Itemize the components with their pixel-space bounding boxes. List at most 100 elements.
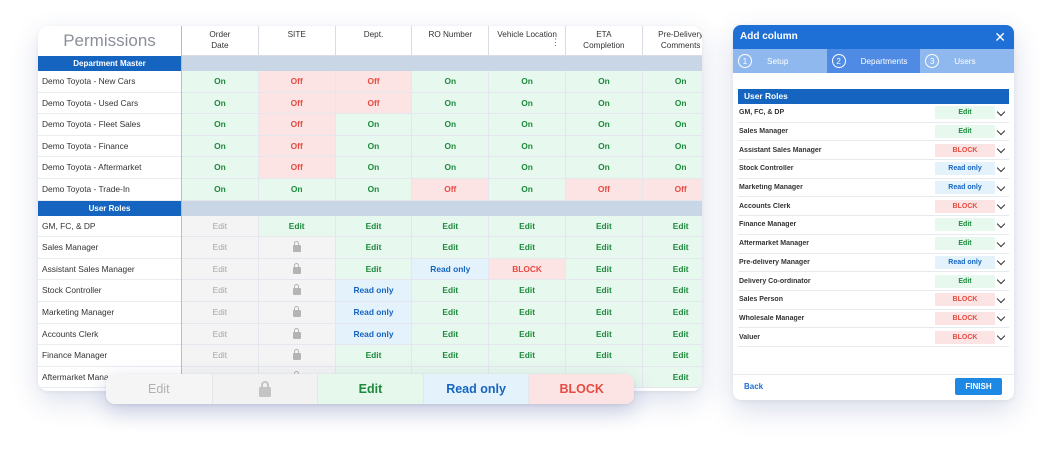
permission-cell[interactable]: On xyxy=(641,92,702,114)
permission-cell[interactable]: On xyxy=(181,71,258,92)
permission-cell[interactable]: Edit xyxy=(488,301,565,323)
chevron-down-icon[interactable] xyxy=(995,162,1009,175)
role-permission-select[interactable]: Edit xyxy=(935,237,995,251)
permission-cell[interactable]: Off xyxy=(411,178,489,200)
permission-cell[interactable]: BLOCK xyxy=(488,258,565,280)
permission-cell[interactable]: On xyxy=(564,71,642,92)
legend-edit[interactable]: Edit xyxy=(317,374,423,404)
permission-cell[interactable]: On xyxy=(181,178,258,200)
permission-cell[interactable]: Edit xyxy=(488,237,565,258)
permission-cell[interactable]: Edit xyxy=(181,215,258,237)
permission-cell[interactable]: Off xyxy=(257,92,335,114)
column-header[interactable]: Pre-Delivery Comments xyxy=(641,26,702,55)
permission-cell[interactable]: On xyxy=(334,178,412,200)
role-permission-select[interactable]: BLOCK xyxy=(935,143,995,157)
permission-cell[interactable]: Edit xyxy=(257,215,335,237)
legend-locked[interactable] xyxy=(211,374,318,404)
permission-cell[interactable]: Edit xyxy=(411,215,489,237)
permission-cell[interactable] xyxy=(257,323,335,345)
permission-cell[interactable]: On xyxy=(488,135,565,157)
permission-cell[interactable]: On xyxy=(564,135,642,157)
permission-cell[interactable]: Edit xyxy=(641,301,702,323)
role-permission-select[interactable]: Edit xyxy=(935,125,995,139)
permission-cell[interactable]: Edit xyxy=(411,301,489,323)
role-permission-select[interactable]: Read only xyxy=(935,162,995,176)
permission-cell[interactable]: On xyxy=(334,135,412,157)
permission-cell[interactable]: On xyxy=(411,135,489,157)
role-permission-select[interactable]: Read only xyxy=(935,181,995,195)
permission-cell[interactable]: On xyxy=(641,135,702,157)
permission-cell[interactable]: Edit xyxy=(181,280,258,301)
chevron-down-icon[interactable] xyxy=(995,218,1009,231)
permission-cell[interactable]: Read only xyxy=(334,323,412,345)
permission-cell[interactable]: Off xyxy=(257,71,335,92)
permission-cell[interactable]: On xyxy=(488,157,565,178)
chevron-down-icon[interactable] xyxy=(995,331,1009,344)
permission-cell[interactable]: Edit xyxy=(181,258,258,280)
permission-cell[interactable]: Edit xyxy=(564,215,642,237)
permission-cell[interactable]: Edit xyxy=(334,215,412,237)
permission-cell[interactable]: Edit xyxy=(411,345,489,366)
role-permission-select[interactable]: BLOCK xyxy=(935,330,995,344)
permission-cell[interactable]: Edit xyxy=(641,366,702,388)
permission-cell[interactable]: On xyxy=(564,92,642,114)
column-header[interactable]: Dept. xyxy=(334,26,412,55)
permission-cell[interactable]: On xyxy=(488,71,565,92)
role-permission-select[interactable]: Edit xyxy=(935,106,995,120)
permission-cell[interactable]: Edit xyxy=(411,280,489,301)
permission-cell[interactable]: Off xyxy=(641,178,702,200)
permission-cell[interactable]: On xyxy=(564,114,642,135)
role-permission-select[interactable]: BLOCK xyxy=(935,293,995,307)
role-permission-select[interactable]: Edit xyxy=(935,218,995,232)
back-button[interactable]: Back xyxy=(744,382,764,391)
permission-cell[interactable]: Edit xyxy=(181,301,258,323)
permission-cell[interactable]: Edit xyxy=(411,323,489,345)
role-permission-select[interactable]: BLOCK xyxy=(935,199,995,213)
permission-cell[interactable]: Edit xyxy=(334,345,412,366)
permission-cell[interactable]: On xyxy=(257,178,335,200)
permission-cell[interactable] xyxy=(257,301,335,323)
close-icon[interactable]: ✕ xyxy=(994,29,1006,45)
permission-cell[interactable]: Edit xyxy=(488,323,565,345)
permission-cell[interactable]: On xyxy=(334,114,412,135)
chevron-down-icon[interactable] xyxy=(995,275,1009,288)
chevron-down-icon[interactable] xyxy=(995,125,1009,138)
column-header[interactable]: Order Date xyxy=(181,26,258,55)
chevron-down-icon[interactable] xyxy=(995,200,1009,213)
column-header[interactable]: SITE xyxy=(257,26,335,55)
permission-cell[interactable]: Edit xyxy=(564,323,642,345)
permission-cell[interactable]: Read only xyxy=(334,280,412,301)
column-header[interactable]: Vehicle Location ⋮ xyxy=(488,26,565,55)
permission-cell[interactable]: On xyxy=(181,135,258,157)
permission-cell[interactable]: Edit xyxy=(641,345,702,366)
wizard-step[interactable]: 3 Users xyxy=(920,49,1014,73)
permission-cell[interactable]: Off xyxy=(257,157,335,178)
legend-default-edit[interactable]: Edit xyxy=(106,374,212,404)
permission-cell[interactable]: Edit xyxy=(181,345,258,366)
more-options-icon[interactable]: ⋮ xyxy=(550,37,560,47)
role-permission-select[interactable]: Edit xyxy=(935,274,995,288)
permission-cell[interactable] xyxy=(257,258,335,280)
permission-cell[interactable]: Edit xyxy=(488,215,565,237)
permission-cell[interactable]: Off xyxy=(564,178,642,200)
chevron-down-icon[interactable] xyxy=(995,144,1009,157)
permission-cell[interactable]: Off xyxy=(334,92,412,114)
permission-cell[interactable]: Read only xyxy=(411,258,489,280)
permission-cell[interactable]: On xyxy=(488,178,565,200)
permission-cell[interactable]: Edit xyxy=(411,237,489,258)
finish-button[interactable]: FINISH xyxy=(955,378,1002,395)
permission-cell[interactable]: Off xyxy=(257,135,335,157)
permission-cell[interactable] xyxy=(257,237,335,258)
permission-cell[interactable]: Edit xyxy=(564,237,642,258)
permission-cell[interactable]: On xyxy=(411,71,489,92)
wizard-step[interactable]: 1 Setup xyxy=(733,49,827,73)
chevron-down-icon[interactable] xyxy=(995,293,1009,306)
permission-cell[interactable]: Edit xyxy=(641,237,702,258)
permission-cell[interactable]: On xyxy=(181,92,258,114)
permission-cell[interactable]: On xyxy=(411,157,489,178)
permission-cell[interactable]: Edit xyxy=(488,280,565,301)
permission-cell[interactable]: Edit xyxy=(488,345,565,366)
permission-cell[interactable]: On xyxy=(641,157,702,178)
permission-cell[interactable]: On xyxy=(564,157,642,178)
permission-cell[interactable]: On xyxy=(641,71,702,92)
